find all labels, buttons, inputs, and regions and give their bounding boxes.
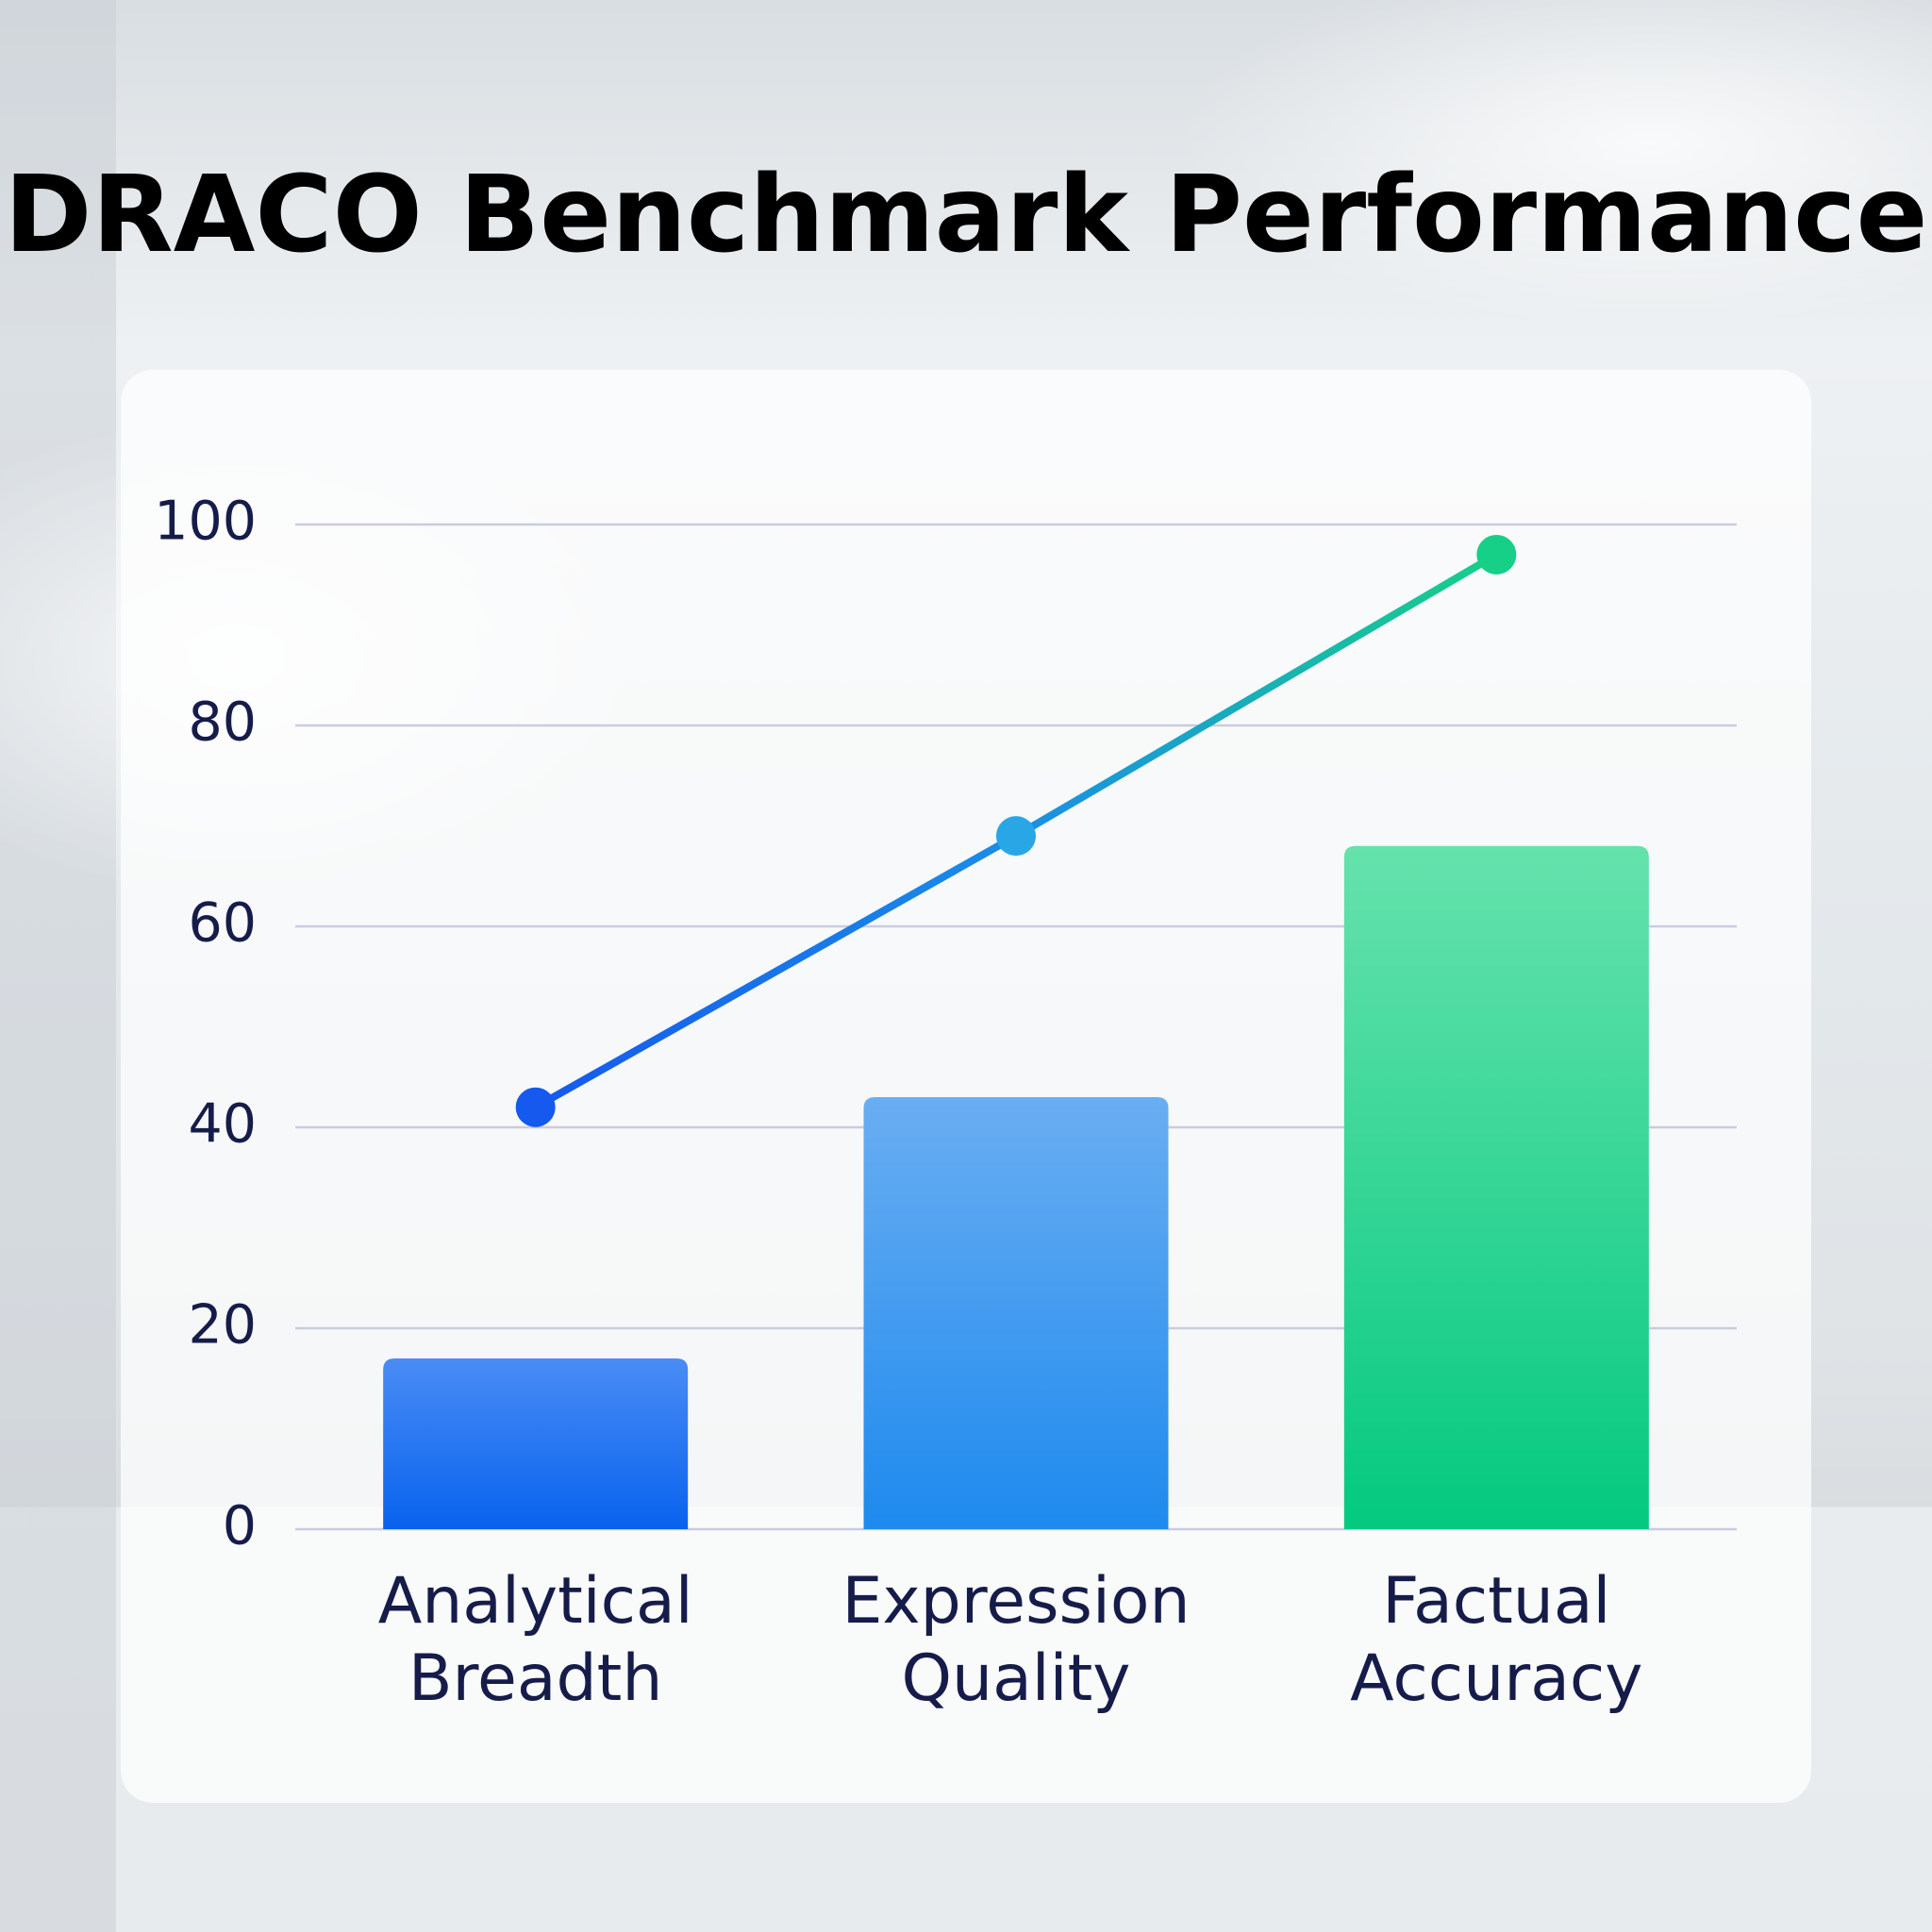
line-marker — [996, 816, 1036, 857]
line-marker — [515, 1087, 556, 1127]
x-tick-label: Expression Quality — [841, 1564, 1191, 1716]
y-tick-label: 100 — [154, 491, 257, 553]
chart-title: DRACO Benchmark Performance — [4, 154, 1927, 276]
line-marker — [1476, 534, 1517, 575]
bar — [383, 1357, 689, 1529]
x-tick-label: Factual Accuracy — [1350, 1564, 1643, 1716]
bar — [1343, 845, 1649, 1529]
bar — [863, 1097, 1169, 1529]
bars — [383, 845, 1649, 1529]
y-tick-label: 20 — [188, 1294, 257, 1357]
y-tick-label: 40 — [188, 1093, 257, 1156]
y-tick-label: 80 — [188, 691, 257, 754]
y-tick-label: 60 — [188, 892, 257, 955]
y-tick-label: 0 — [223, 1495, 257, 1557]
x-tick-label: Analytical Breadth — [377, 1564, 693, 1716]
line-series — [515, 534, 1517, 1127]
